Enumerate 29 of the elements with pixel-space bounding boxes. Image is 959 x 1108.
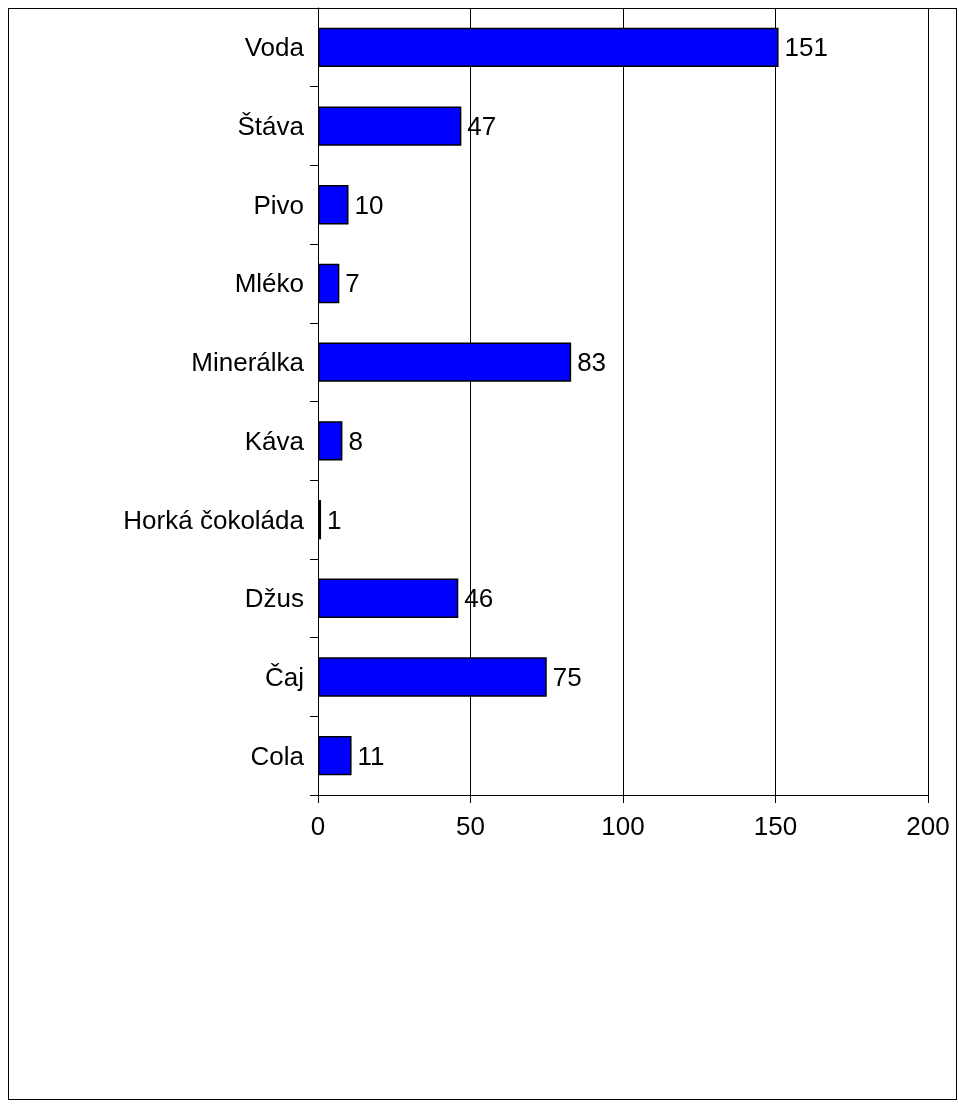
y-tick-label: Pivo xyxy=(253,189,304,220)
y-tick-label: Káva xyxy=(244,425,305,456)
data-label: 11 xyxy=(357,740,385,771)
y-tick-label: Voda xyxy=(244,32,305,63)
data-label: 10 xyxy=(354,189,384,220)
bar xyxy=(318,578,459,618)
y-tick-label: Mléko xyxy=(234,268,304,299)
y-tick-label: Štáva xyxy=(237,111,305,142)
x-tick-label: 100 xyxy=(601,811,645,841)
data-label: 1 xyxy=(327,504,342,535)
x-tick-label: 150 xyxy=(753,811,798,841)
y-tick-label: Čaj xyxy=(264,661,304,692)
bar xyxy=(318,185,349,225)
data-label: 7 xyxy=(345,268,360,299)
y-tick-label: Horká čokoláda xyxy=(123,504,305,535)
x-tick-label: 50 xyxy=(456,811,485,841)
data-label: 8 xyxy=(348,425,363,456)
bar xyxy=(318,106,462,146)
data-label: 83 xyxy=(577,347,607,378)
y-tick-label: Minerálka xyxy=(191,347,305,378)
data-label: 75 xyxy=(552,661,582,692)
bar xyxy=(318,421,343,461)
data-label: 151 xyxy=(784,32,828,63)
y-tick-label: Cola xyxy=(250,740,305,771)
y-tick-label: Džus xyxy=(244,583,304,614)
bar xyxy=(318,735,352,776)
bar xyxy=(318,263,340,304)
x-tick-label: 200 xyxy=(906,811,950,841)
x-tick-label: 0 xyxy=(310,811,326,841)
